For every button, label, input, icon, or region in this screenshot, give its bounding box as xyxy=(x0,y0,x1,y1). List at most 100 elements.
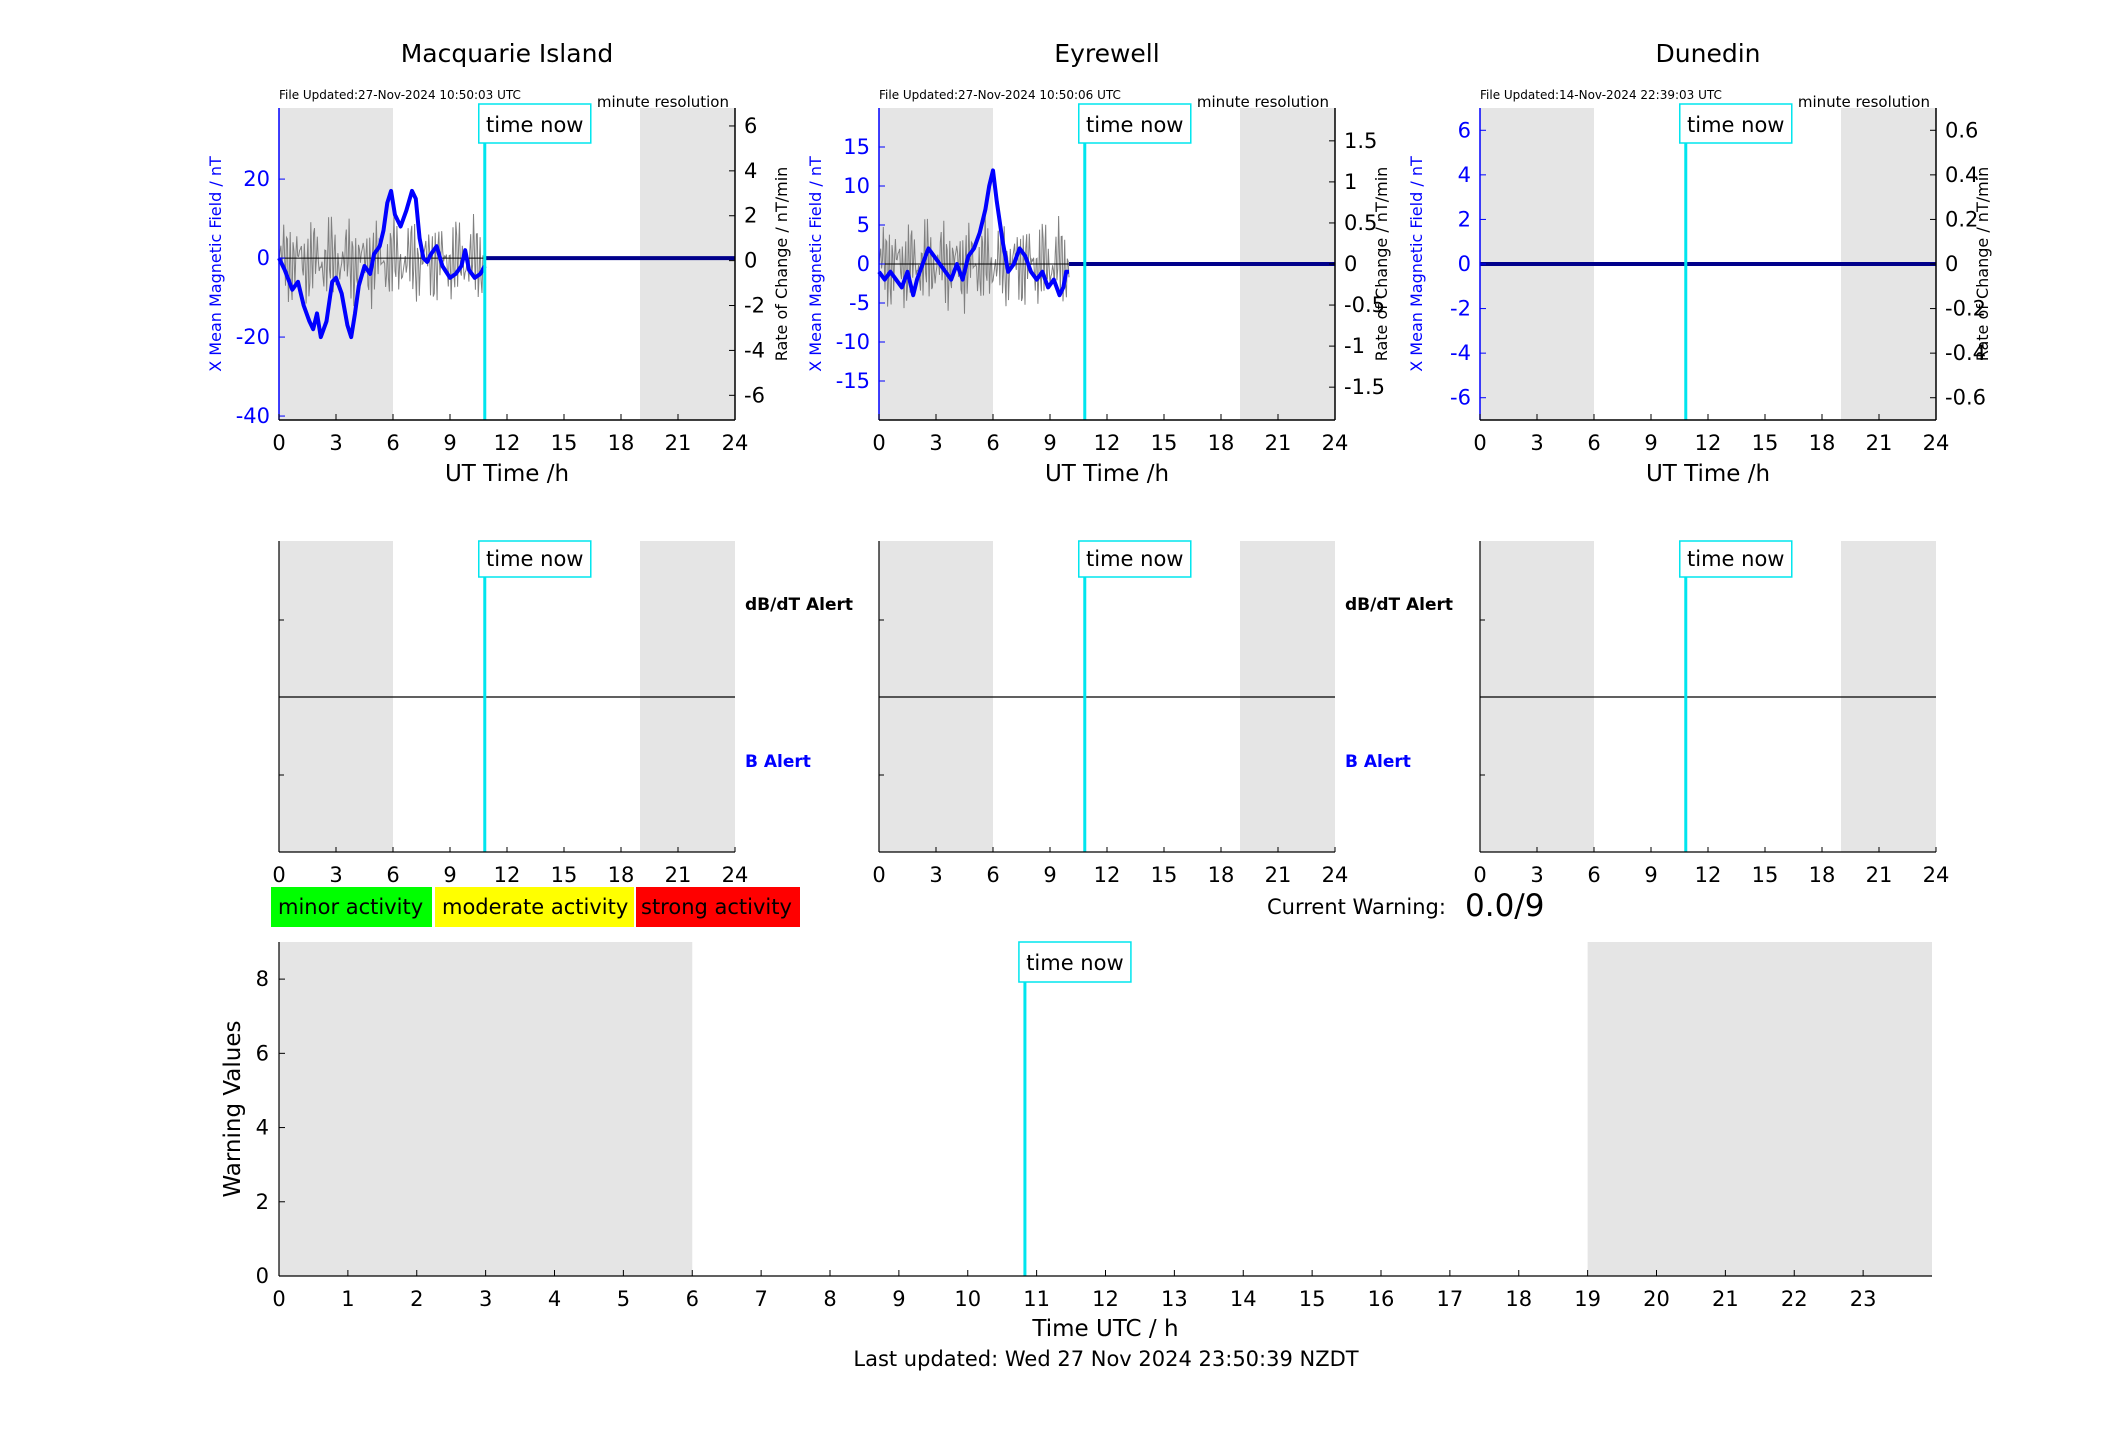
right-tick-label: -0.2 xyxy=(1945,297,1986,321)
x-tick-label: 21 xyxy=(1866,431,1893,455)
right-tick-label: 0.2 xyxy=(1945,207,1978,231)
resolution-text: minute resolution xyxy=(597,93,729,111)
left-axis-label: X Mean Magnetic Field / nT xyxy=(1407,156,1426,372)
x-tick-label: 15 xyxy=(1752,863,1779,887)
b-alert-label: B Alert xyxy=(745,752,811,772)
x-tick-label: 24 xyxy=(1322,863,1349,887)
left-tick-label: -2 xyxy=(1450,297,1471,321)
night-band xyxy=(279,942,693,1276)
time-now-box xyxy=(1078,103,1192,144)
x-tick-label: 17 xyxy=(1437,1287,1464,1311)
file-updated-text: File Updated:27-Nov-2024 10:50:03 UTC xyxy=(279,88,521,102)
left-tick-label: 0 xyxy=(257,246,270,270)
x-tick-label: 24 xyxy=(1923,431,1950,455)
b-alert-label: B Alert xyxy=(1345,752,1411,772)
time-now-label: time now xyxy=(1687,547,1784,571)
x-tick-label: 18 xyxy=(1505,1287,1532,1311)
time-now-label: time now xyxy=(486,547,583,571)
left-tick-label: -6 xyxy=(1450,386,1471,410)
x-tick-label: 24 xyxy=(722,863,749,887)
x-tick-label: 3 xyxy=(329,431,342,455)
left-tick-label: 0 xyxy=(1458,252,1471,276)
x-tick-label: 6 xyxy=(386,863,399,887)
time-now-box xyxy=(1018,941,1132,983)
right-tick-label: 0 xyxy=(1945,252,1958,276)
x-tick-label: 6 xyxy=(686,1287,699,1311)
x-tick-label: 12 xyxy=(1695,863,1722,887)
y-tick-label: 6 xyxy=(256,1041,269,1065)
x-tick-label: 9 xyxy=(1043,431,1056,455)
x-tick-label: 9 xyxy=(1043,863,1056,887)
x-tick-label: 21 xyxy=(665,431,692,455)
x-tick-label: 10 xyxy=(954,1287,981,1311)
x-tick-label: 24 xyxy=(1322,431,1349,455)
y-tick-label: 8 xyxy=(256,967,269,991)
x-tick-label: 22 xyxy=(1781,1287,1808,1311)
x-tick-label: 6 xyxy=(1587,431,1600,455)
left-tick-label: 4 xyxy=(1458,163,1471,187)
left-tick-label: -5 xyxy=(849,291,870,315)
legend-moderate-swatch xyxy=(435,887,634,927)
dbdt-alert-label: dB/dT Alert xyxy=(745,595,853,615)
left-axis-label: X Mean Magnetic Field / nT xyxy=(206,156,225,372)
station-panel-2: Dunedin File Updated:14-Nov-2024 22:39:03… xyxy=(1407,39,1992,487)
right-tick-label: -4 xyxy=(744,338,765,362)
x-tick-label: 4 xyxy=(548,1287,561,1311)
rate-series xyxy=(878,214,1070,314)
x-tick-label: 18 xyxy=(1809,863,1836,887)
x-tick-label: 9 xyxy=(443,863,456,887)
x-tick-label: 9 xyxy=(1644,431,1657,455)
footer-last-updated: Last updated: Wed 27 Nov 2024 23:50:39 N… xyxy=(853,1347,1358,1371)
x-tick-label: 21 xyxy=(1265,431,1292,455)
station-title: Macquarie Island xyxy=(401,39,614,68)
time-now-box xyxy=(478,103,592,144)
right-tick-label: -1.5 xyxy=(1344,375,1385,399)
x-tick-label: 0 xyxy=(272,1287,285,1311)
x-tick-label: 21 xyxy=(1866,863,1893,887)
station-title: Dunedin xyxy=(1656,39,1761,68)
x-tick-label: 21 xyxy=(1712,1287,1739,1311)
x-axis-label: UT Time /h xyxy=(1646,461,1770,487)
x-tick-label: 9 xyxy=(1644,863,1657,887)
station-panel-1: Eyrewell File Updated:27-Nov-2024 10:50:0… xyxy=(806,39,1391,487)
x-tick-label: 14 xyxy=(1230,1287,1257,1311)
right-axis-label: Rate of Change / nT/min xyxy=(772,167,791,362)
right-tick-label: 1.5 xyxy=(1344,129,1377,153)
dbdt-alert-label: dB/dT Alert xyxy=(1345,595,1453,615)
station-title: Eyrewell xyxy=(1054,39,1159,68)
alert-panels: time now 0 3 6 9 12 15 18 21 24 dB/dT Alert B Alert… xyxy=(272,540,1949,887)
x-tick-label: 0 xyxy=(1473,431,1486,455)
x-tick-label: 3 xyxy=(1530,863,1543,887)
time-now-label: time now xyxy=(1026,951,1123,975)
left-tick-label: 0 xyxy=(857,252,870,276)
x-tick-label: 6 xyxy=(1587,863,1600,887)
x-tick-label: 21 xyxy=(665,863,692,887)
right-axis-label: Rate of Change / nT/min xyxy=(1973,167,1992,362)
field-panels: Macquarie Island File Updated:27-Nov-2024… xyxy=(206,39,1992,487)
right-tick-label: 0 xyxy=(1344,252,1357,276)
x-tick-label: 3 xyxy=(929,863,942,887)
station-panel-0: Macquarie Island File Updated:27-Nov-2024… xyxy=(206,39,791,487)
x-tick-label: 16 xyxy=(1368,1287,1395,1311)
right-tick-label: -0.4 xyxy=(1945,341,1986,365)
x-axis-label: UT Time /h xyxy=(445,461,569,487)
y-tick-label: 4 xyxy=(256,1116,269,1140)
right-tick-label: 0 xyxy=(744,249,757,273)
x-tick-label: 6 xyxy=(386,431,399,455)
x-tick-label: 18 xyxy=(1208,431,1235,455)
time-now-box xyxy=(1679,103,1793,144)
rate-series xyxy=(278,212,486,310)
x-tick-label: 0 xyxy=(872,863,885,887)
y-axis-label: Warning Values xyxy=(220,1020,246,1197)
time-now-label: time now xyxy=(1086,113,1183,137)
x-tick-label: 1 xyxy=(341,1287,354,1311)
left-tick-label: 10 xyxy=(843,174,870,198)
left-tick-label: 2 xyxy=(1458,207,1471,231)
legend-minor-label: minor activity xyxy=(278,895,423,919)
alert-panel-2: time now 0 3 6 9 12 15 18 21 24 xyxy=(1473,540,1949,887)
x-tick-label: 18 xyxy=(608,863,635,887)
x-tick-label: 15 xyxy=(1299,1287,1326,1311)
resolution-text: minute resolution xyxy=(1798,93,1930,111)
x-tick-label: 13 xyxy=(1161,1287,1188,1311)
right-tick-label: -1 xyxy=(1344,334,1365,358)
